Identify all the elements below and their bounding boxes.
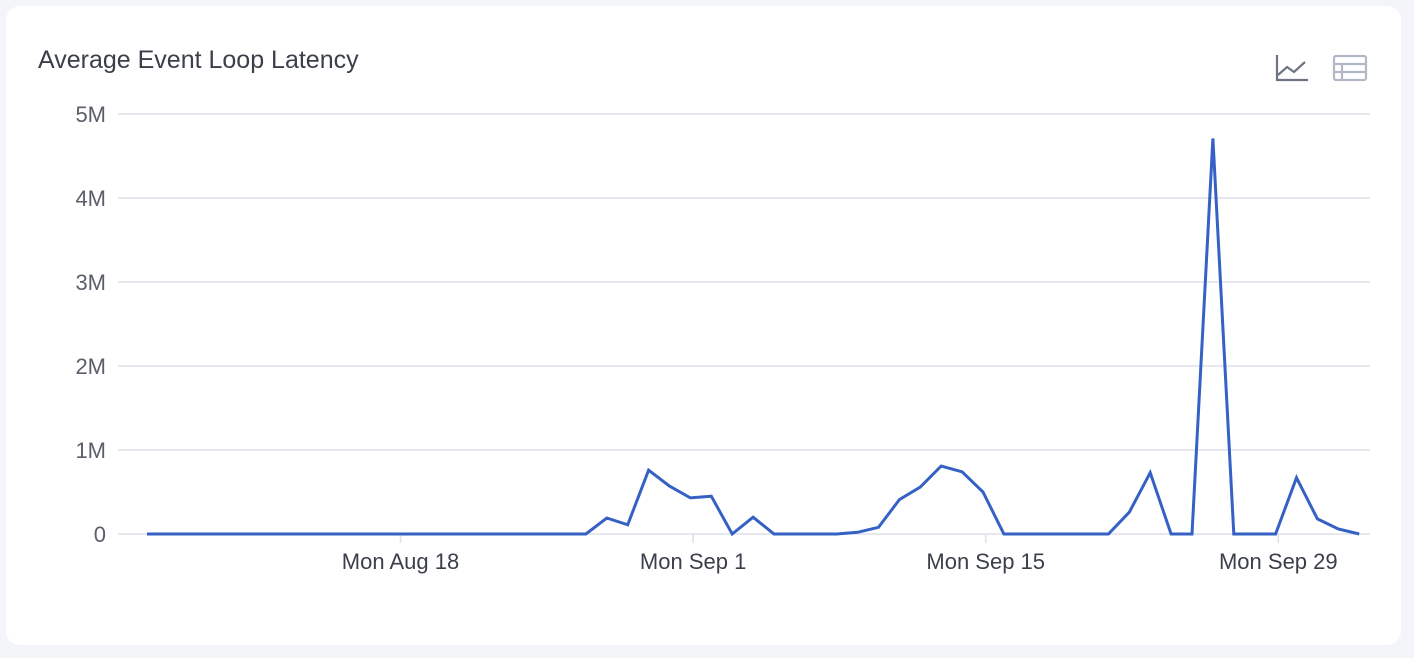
line-chart-icon[interactable] xyxy=(1274,50,1310,86)
view-toggle xyxy=(1274,50,1368,86)
x-tick-label: Mon Sep 1 xyxy=(640,549,746,574)
y-tick-label: 2M xyxy=(75,354,106,379)
x-tick-label: Mon Aug 18 xyxy=(342,549,459,574)
y-tick-label: 1M xyxy=(75,438,106,463)
x-tick-label: Mon Sep 29 xyxy=(1219,549,1338,574)
chart-card: Average Event Loop Latency xyxy=(6,6,1401,645)
y-tick-label: 5M xyxy=(75,102,106,127)
table-icon[interactable] xyxy=(1332,50,1368,86)
series-line xyxy=(147,138,1360,537)
chart-title: Average Event Loop Latency xyxy=(38,46,359,74)
y-tick-label: 4M xyxy=(75,186,106,211)
y-tick-label: 0 xyxy=(94,522,106,547)
y-tick-label: 3M xyxy=(75,270,106,295)
x-tick-label: Mon Sep 15 xyxy=(926,549,1045,574)
